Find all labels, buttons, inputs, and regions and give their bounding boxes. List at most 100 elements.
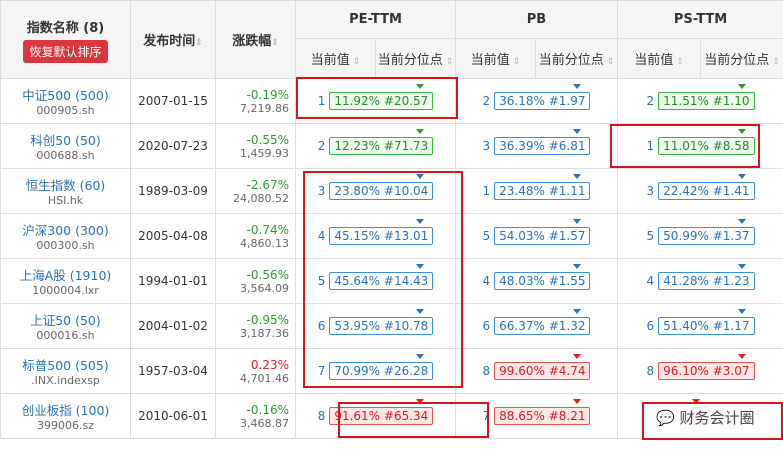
sub-header[interactable]: 当前值 ⇕	[617, 38, 701, 79]
marker	[573, 129, 582, 134]
sub-header[interactable]: 当前值 ⇕	[295, 38, 376, 79]
sort-icon: ⇕	[442, 57, 454, 67]
date-cell: 2020-07-23	[130, 123, 216, 169]
metric-cell: 2 36.18% #1.97	[455, 78, 618, 124]
marker	[416, 174, 425, 179]
highlight-box	[610, 124, 760, 168]
marker	[573, 84, 582, 89]
change-header[interactable]: 涨跌幅⇕	[215, 0, 296, 79]
sub-label: 当前分位点	[538, 53, 604, 68]
sub-label: 当前分位点	[377, 53, 443, 68]
metric-cell: 1 11.92% #20.57	[295, 78, 456, 124]
marker	[416, 354, 425, 359]
highlight-box	[303, 171, 463, 388]
badge: 23.48% #1.11	[494, 174, 591, 200]
change: -0.19%	[246, 87, 289, 102]
index-table: 指数名称 (8) 恢复默认排序 发布时间⇕ 涨跌幅⇕ PE-TTM PB PS-T…	[0, 0, 783, 439]
name-cell: 科创50 (50) 000688.sh	[0, 123, 131, 169]
metric-cell: 4 41.28% #1.23	[616, 258, 783, 304]
badge: 96.10% #3.07	[658, 354, 755, 380]
rank: 6	[646, 319, 655, 333]
sort-icon: ⇕	[349, 57, 361, 67]
marker	[416, 399, 425, 404]
sub-label: 当前分位点	[704, 53, 770, 68]
rank: 5	[646, 229, 655, 243]
rank: 4	[482, 274, 491, 288]
index-code: 399006.sz	[37, 419, 94, 432]
index-name[interactable]: 中证500 (500)	[22, 88, 109, 103]
metric: 8 99.60% #4.74	[483, 354, 591, 380]
badge: 12.23% #71.73	[329, 129, 434, 155]
row: 中证500 (500) 000905.sh 2007-01-15 -0.19% 7,21…	[0, 78, 783, 124]
metric-cell: 7 88.65% #8.21	[455, 393, 618, 439]
index-name[interactable]: 上海A股 (1910)	[19, 268, 112, 283]
watermark-text: 财务会计圈	[679, 409, 755, 427]
title: 指数名称 (8)	[26, 20, 105, 36]
badge: 23.80% #10.04	[329, 174, 434, 200]
metric: 6 51.40% #1.17	[646, 309, 755, 335]
name-cell: 创业板指 (100) 399006.sz	[0, 393, 131, 439]
name-header[interactable]: 指数名称 (8) 恢复默认排序	[0, 0, 131, 79]
rank: 3	[482, 139, 491, 153]
badge: 70.99% #26.28	[329, 354, 434, 380]
marker	[416, 84, 425, 89]
rank: 1	[317, 94, 326, 108]
date-cell: 2007-01-15	[130, 78, 216, 124]
badge: 11.51% #1.10	[658, 84, 755, 110]
metric-cell: 2 11.51% #1.10	[616, 78, 783, 124]
metric-cell: 6 53.95% #10.78	[295, 303, 456, 349]
metric: 4 41.28% #1.23	[647, 264, 755, 290]
badge: 53.95% #10.78	[329, 309, 434, 335]
change-cell: -0.16% 3,468.87	[215, 393, 296, 439]
index-name[interactable]: 创业板指 (100)	[21, 403, 110, 418]
change: -0.56%	[246, 267, 289, 282]
change: -0.95%	[246, 312, 289, 327]
reset-button[interactable]: 恢复默认排序	[23, 39, 108, 63]
sub-header[interactable]: 当前分位点 ⇕	[375, 38, 456, 79]
badge: 66.37% #1.32	[494, 309, 591, 335]
rank: 1	[646, 139, 655, 153]
sub-label: 当前值	[634, 53, 674, 68]
index-name[interactable]: 上证50 (50)	[30, 313, 101, 328]
sub-header[interactable]: 当前分位点 ⇕	[699, 38, 783, 79]
marker	[573, 174, 582, 179]
metric-cell: 2 12.23% #71.73	[295, 123, 456, 169]
badge: 45.15% #13.01	[329, 219, 434, 245]
date-header[interactable]: 发布时间⇕	[130, 0, 216, 79]
marker	[737, 84, 746, 89]
metric: 6 53.95% #10.78	[318, 309, 434, 335]
index-code: .INX.indexsp	[31, 374, 100, 387]
rank: 7	[482, 409, 491, 423]
rank: 8	[646, 364, 655, 378]
marker	[737, 354, 746, 359]
metric-cell: 5 50.99% #1.37	[616, 213, 783, 259]
sub-label: 当前值	[470, 53, 510, 68]
date-cell: 1957-03-04	[130, 348, 216, 394]
index-name[interactable]: 标普500 (505)	[22, 358, 109, 373]
change: 0.23%	[250, 357, 289, 372]
index-name[interactable]: 科创50 (50)	[30, 133, 101, 148]
sort-icon: ⇕	[271, 38, 279, 48]
badge: 22.42% #1.41	[658, 174, 755, 200]
marker	[416, 264, 425, 269]
sub-header[interactable]: 当前分位点 ⇕	[535, 38, 618, 79]
metric: 2 36.18% #1.97	[483, 84, 591, 110]
change-cell: -2.67% 24,080.52	[215, 168, 296, 214]
highlight-box	[296, 77, 458, 119]
index-name[interactable]: 恒生指数 (60)	[25, 178, 106, 193]
rank: 8	[317, 409, 326, 423]
metric-cell: 8 96.10% #3.07	[616, 348, 783, 394]
sort-icon: ⇕	[195, 38, 203, 48]
sub-header[interactable]: 当前值 ⇕	[455, 38, 536, 79]
index-name[interactable]: 沪深300 (300)	[22, 223, 109, 238]
metric: 3 36.39% #6.81	[482, 129, 591, 155]
name-cell: 上海A股 (1910) 1000004.lxr	[0, 258, 131, 304]
sort-icon: ⇕	[603, 57, 615, 67]
index-code: 1000004.lxr	[32, 284, 99, 297]
sub-label: 当前值	[310, 53, 350, 68]
badge: 48.03% #1.55	[494, 264, 591, 290]
metric: 3 22.42% #1.41	[647, 174, 755, 200]
metric-cell: 4 45.15% #13.01	[295, 213, 456, 259]
date-cell: 1989-03-09	[130, 168, 216, 214]
index-code: 000905.sh	[36, 104, 95, 117]
